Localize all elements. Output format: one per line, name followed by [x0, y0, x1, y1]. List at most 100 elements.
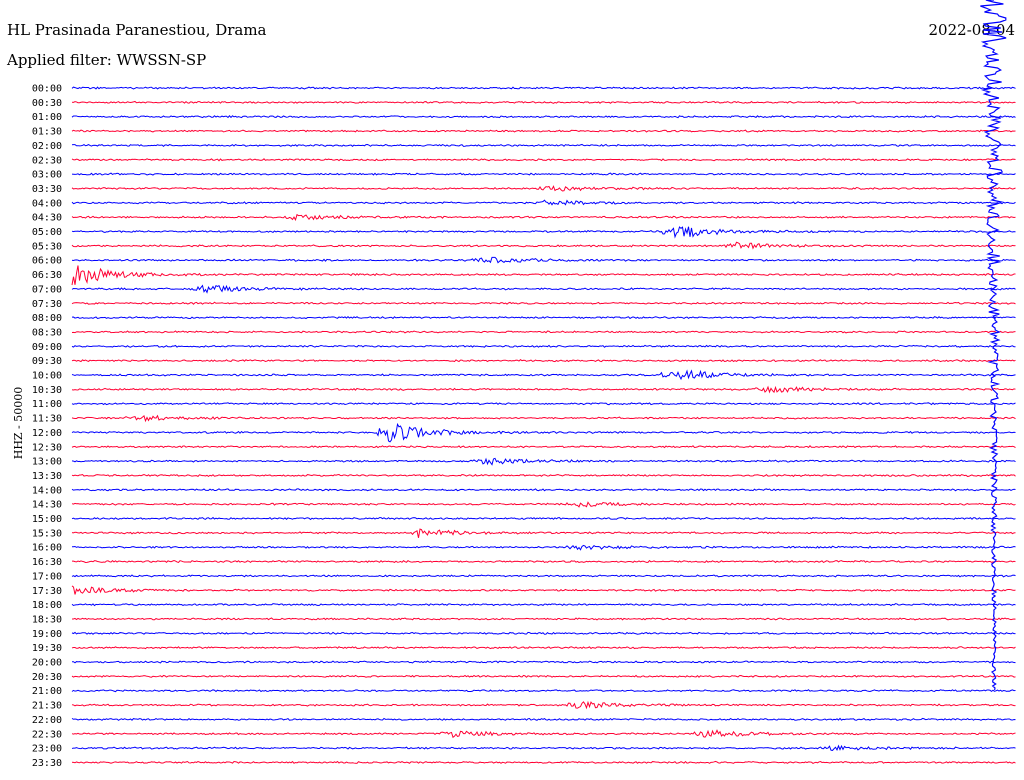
- trace-row-0000: [71, 86, 1016, 90]
- row-time-label: 23:00: [32, 744, 62, 755]
- trace-row-1230: [71, 445, 1016, 449]
- row-time-label: 16:30: [32, 557, 62, 568]
- station-title: HL Prasinada Paranestiou, Drama: [7, 21, 267, 39]
- row-time-label: 23:30: [32, 758, 62, 769]
- row-time-label: 22:30: [32, 729, 62, 740]
- row-time-label: 13:30: [32, 471, 62, 482]
- trace-row-0330: [71, 185, 1016, 192]
- row-time-label: 11:30: [32, 414, 62, 425]
- row-time-label: 12:00: [32, 428, 62, 439]
- trace-row-0730: [71, 301, 1016, 305]
- row-time-label: 09:30: [32, 356, 62, 367]
- trace-row-1830: [71, 617, 1016, 621]
- row-time-label: 13:00: [32, 457, 62, 468]
- row-time-label: 18:30: [32, 614, 62, 625]
- trace-row-0600: [71, 256, 1016, 264]
- row-time-label: 00:00: [32, 84, 62, 95]
- row-time-label: 20:00: [32, 658, 62, 669]
- trace-row-0030: [71, 100, 1016, 104]
- trace-row-1730: [71, 585, 1016, 595]
- filter-label: Applied filter: WWSSN-SP: [7, 51, 207, 69]
- trace-row-1600: [71, 544, 1016, 551]
- row-time-label: 05:30: [32, 241, 62, 252]
- row-time-label: 02:30: [32, 155, 62, 166]
- trace-row-1430: [71, 501, 1016, 508]
- trace-row-1030: [71, 385, 1016, 394]
- trace-row-1530: [71, 528, 1016, 538]
- row-time-label: 07:00: [32, 284, 62, 295]
- trace-row-2030: [71, 674, 1016, 678]
- row-time-label: 21:30: [32, 701, 62, 712]
- trace-row-2130: [71, 700, 1016, 710]
- trace-row-1630: [71, 559, 1016, 564]
- row-time-label: 18:00: [32, 600, 62, 611]
- row-time-label: 01:30: [32, 127, 62, 138]
- date-label: 2022-08-04: [928, 21, 1015, 39]
- row-time-label: 15:30: [32, 528, 62, 539]
- row-time-label: 08:30: [32, 327, 62, 338]
- row-time-label: 14:30: [32, 500, 62, 511]
- trace-row-0930: [71, 359, 1016, 363]
- trace-row-0530: [71, 241, 1016, 250]
- row-time-label: 09:00: [32, 342, 62, 353]
- row-time-label: 06:00: [32, 256, 62, 267]
- row-time-label: 01:00: [32, 112, 62, 123]
- trace-row-0500: [71, 226, 1016, 239]
- trace-row-1300: [71, 457, 1016, 466]
- row-time-label: 04:30: [32, 213, 62, 224]
- trace-row-0400: [71, 199, 1016, 206]
- trace-row-2330: [71, 760, 1016, 764]
- trace-row-2000: [71, 660, 1016, 664]
- row-time-label: 14:00: [32, 485, 62, 496]
- trace-row-2200: [71, 717, 1016, 721]
- row-time-label: 19:30: [32, 643, 62, 654]
- trace-row-0200: [71, 143, 1016, 147]
- trace-row-2300: [71, 744, 1016, 752]
- trace-row-1930: [71, 646, 1016, 650]
- trace-row-0800: [71, 316, 1016, 320]
- row-time-label: 02:00: [32, 141, 62, 152]
- row-time-label: 12:30: [32, 442, 62, 453]
- row-time-label: 04:00: [32, 198, 62, 209]
- trace-row-1400: [71, 488, 1016, 492]
- trace-row-2100: [71, 689, 1016, 693]
- row-time-label: 15:00: [32, 514, 62, 525]
- row-time-label: 10:00: [32, 371, 62, 382]
- trace-row-0630: [71, 265, 1016, 286]
- trace-row-0700: [71, 284, 1016, 294]
- trace-row-1800: [71, 603, 1016, 607]
- row-time-label: 00:30: [32, 98, 62, 109]
- row-time-label: 08:00: [32, 313, 62, 324]
- trace-row-0230: [71, 158, 1016, 162]
- row-time-label: 11:00: [32, 399, 62, 410]
- trace-row-1700: [71, 574, 1016, 578]
- trace-row-1330: [71, 473, 1016, 478]
- trace-row-0130: [71, 129, 1016, 133]
- row-time-label: 05:00: [32, 227, 62, 238]
- row-time-label: 06:30: [32, 270, 62, 281]
- row-time-label: 16:00: [32, 543, 62, 554]
- trace-row-0100: [71, 115, 1016, 119]
- row-time-label: 17:00: [32, 571, 62, 582]
- row-time-label: 03:00: [32, 170, 62, 181]
- row-time-label: 19:00: [32, 629, 62, 640]
- trace-row-1130: [71, 414, 1016, 423]
- row-time-label: 17:30: [32, 586, 62, 597]
- trace-row-1100: [71, 402, 1016, 406]
- row-time-label: 22:00: [32, 715, 62, 726]
- trace-row-1500: [71, 516, 1016, 521]
- trace-row-1200: [71, 422, 1016, 443]
- trace-row-0830: [71, 330, 1016, 334]
- trace-row-1900: [71, 631, 1016, 635]
- row-time-label: 07:30: [32, 299, 62, 310]
- trace-row-0300: [71, 172, 1016, 176]
- trace-row-0900: [71, 344, 1016, 348]
- trace-row-2230: [71, 729, 1016, 739]
- large-event-trace: [980, 0, 1007, 691]
- trace-row-0430: [71, 213, 1016, 222]
- row-time-label: 10:30: [32, 385, 62, 396]
- row-time-label: 21:00: [32, 686, 62, 697]
- row-time-label: 03:30: [32, 184, 62, 195]
- row-time-label: 20:30: [32, 672, 62, 683]
